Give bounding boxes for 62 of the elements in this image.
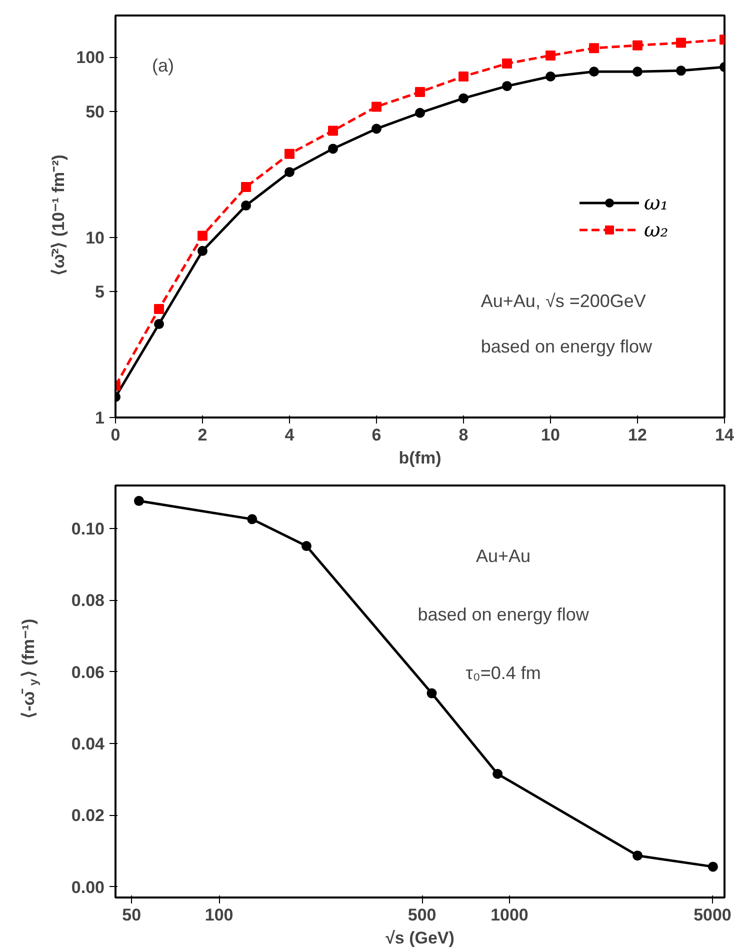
x-axis-title: √s (GeV) bbox=[386, 928, 454, 948]
y-tick-label: 0.04 bbox=[71, 734, 106, 754]
legend-label: ω₁ bbox=[644, 190, 670, 214]
point bbox=[154, 319, 164, 330]
y-tick-label: 5 bbox=[95, 282, 105, 302]
x-tick-label: 2 bbox=[198, 426, 208, 444]
x-tick-label: 5000 bbox=[694, 906, 732, 924]
point bbox=[415, 108, 425, 118]
x-tick-label: 12 bbox=[628, 426, 647, 444]
x-tick-label: 8 bbox=[458, 426, 468, 444]
point bbox=[241, 200, 251, 211]
point bbox=[502, 81, 512, 92]
y-tick-label: 0.06 bbox=[71, 662, 105, 682]
point bbox=[372, 102, 382, 112]
x-tick-label: 50 bbox=[122, 906, 142, 924]
point bbox=[589, 66, 599, 77]
annotation: Au+Au bbox=[476, 546, 531, 566]
x-tick-label: 500 bbox=[408, 906, 436, 924]
x-tick-label: 10 bbox=[541, 426, 560, 444]
x-tick-label: 0 bbox=[110, 426, 120, 444]
y-axis-title: ⟨-ω̄y⟩ (fm⁻¹) bbox=[19, 618, 40, 718]
y-axis-title: ⟨ω̄²⟩ (10⁻¹ fm⁻²) bbox=[49, 154, 68, 276]
point bbox=[284, 167, 294, 178]
x-tick-label: 6 bbox=[372, 426, 382, 444]
annotation: based on energy flow bbox=[480, 336, 654, 357]
annotation: Au+Au, √s =200GeV bbox=[480, 291, 646, 312]
point bbox=[458, 93, 468, 104]
point bbox=[632, 40, 642, 50]
y-tick-label: 0.00 bbox=[71, 878, 105, 897]
point bbox=[546, 71, 556, 82]
y-tick-label: 10 bbox=[86, 228, 105, 248]
y-tick-label: 0.10 bbox=[71, 519, 105, 538]
point bbox=[415, 86, 425, 97]
legend-label: ω₂ bbox=[644, 218, 670, 242]
point bbox=[546, 50, 556, 60]
point bbox=[328, 144, 338, 154]
annotation: (a) bbox=[152, 56, 174, 76]
point bbox=[676, 38, 686, 48]
annotation: τ₀=0.4 fm bbox=[466, 663, 541, 683]
y-tick-label: 50 bbox=[86, 102, 105, 122]
x-tick-label: 1000 bbox=[490, 906, 528, 924]
point bbox=[284, 148, 294, 159]
y-tick-label: 100 bbox=[76, 48, 105, 68]
x-tick-label: 4 bbox=[284, 426, 295, 444]
y-tick-label: 0.08 bbox=[71, 591, 105, 610]
point bbox=[198, 230, 208, 241]
point bbox=[241, 182, 251, 192]
x-tick-label: 100 bbox=[204, 906, 234, 924]
y-tick-label: 1 bbox=[95, 408, 105, 428]
point bbox=[676, 66, 686, 76]
point bbox=[458, 71, 468, 82]
x-axis-title: b(fm) bbox=[398, 448, 442, 468]
point bbox=[502, 58, 512, 69]
annotation: based on energy flow bbox=[418, 604, 590, 624]
point bbox=[372, 124, 382, 134]
y-tick-label: 0.02 bbox=[71, 806, 105, 826]
point bbox=[589, 43, 599, 54]
point bbox=[632, 66, 642, 77]
point bbox=[328, 126, 338, 136]
x-tick-label: 14 bbox=[715, 426, 734, 444]
point bbox=[198, 246, 208, 256]
point bbox=[154, 304, 164, 314]
